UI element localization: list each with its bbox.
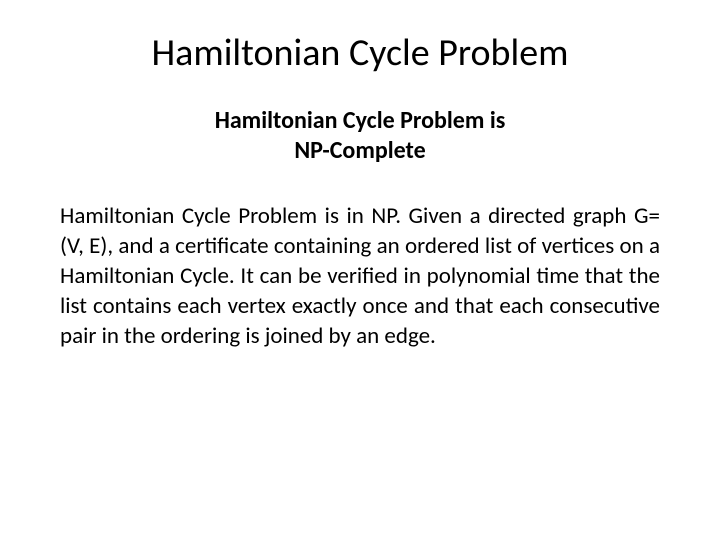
subtitle-line-1: Hamiltonian Cycle Problem is <box>215 106 506 135</box>
slide-body-text: Hamiltonian Cycle Problem is in NP. Give… <box>60 202 660 351</box>
slide-title: Hamiltonian Cycle Problem <box>60 30 660 76</box>
subtitle-line-2: NP-Complete <box>294 136 425 165</box>
slide-subtitle: Hamiltonian Cycle Problem is NP-Complete <box>60 106 660 166</box>
